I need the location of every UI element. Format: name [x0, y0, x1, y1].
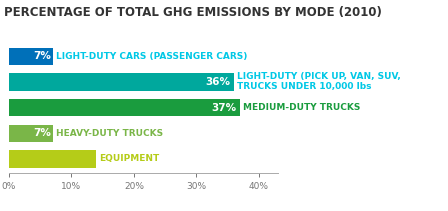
Text: MEDIUM-DUTY TRUCKS: MEDIUM-DUTY TRUCKS: [243, 103, 361, 112]
Bar: [9, 73, 234, 91]
Bar: [9, 124, 53, 142]
Text: LIGHT-DUTY (PICK UP, VAN, SUV,
TRUCKS UNDER 10,000 lbs: LIGHT-DUTY (PICK UP, VAN, SUV, TRUCKS UN…: [237, 72, 401, 92]
Text: 36%: 36%: [205, 77, 230, 87]
Bar: [9, 48, 53, 65]
Text: EQUIPMENT: EQUIPMENT: [99, 154, 160, 163]
Text: HEAVY-DUTY TRUCKS: HEAVY-DUTY TRUCKS: [56, 129, 163, 138]
Text: 7%: 7%: [33, 51, 51, 61]
Bar: [9, 150, 96, 168]
Text: 14%: 14%: [68, 154, 93, 164]
Text: 37%: 37%: [211, 103, 237, 113]
Text: 7%: 7%: [33, 128, 51, 138]
Bar: [9, 99, 240, 116]
Text: LIGHT-DUTY CARS (PASSENGER CARS): LIGHT-DUTY CARS (PASSENGER CARS): [56, 52, 247, 61]
Text: PERCENTAGE OF TOTAL GHG EMISSIONS BY MODE (2010): PERCENTAGE OF TOTAL GHG EMISSIONS BY MOD…: [4, 6, 382, 19]
